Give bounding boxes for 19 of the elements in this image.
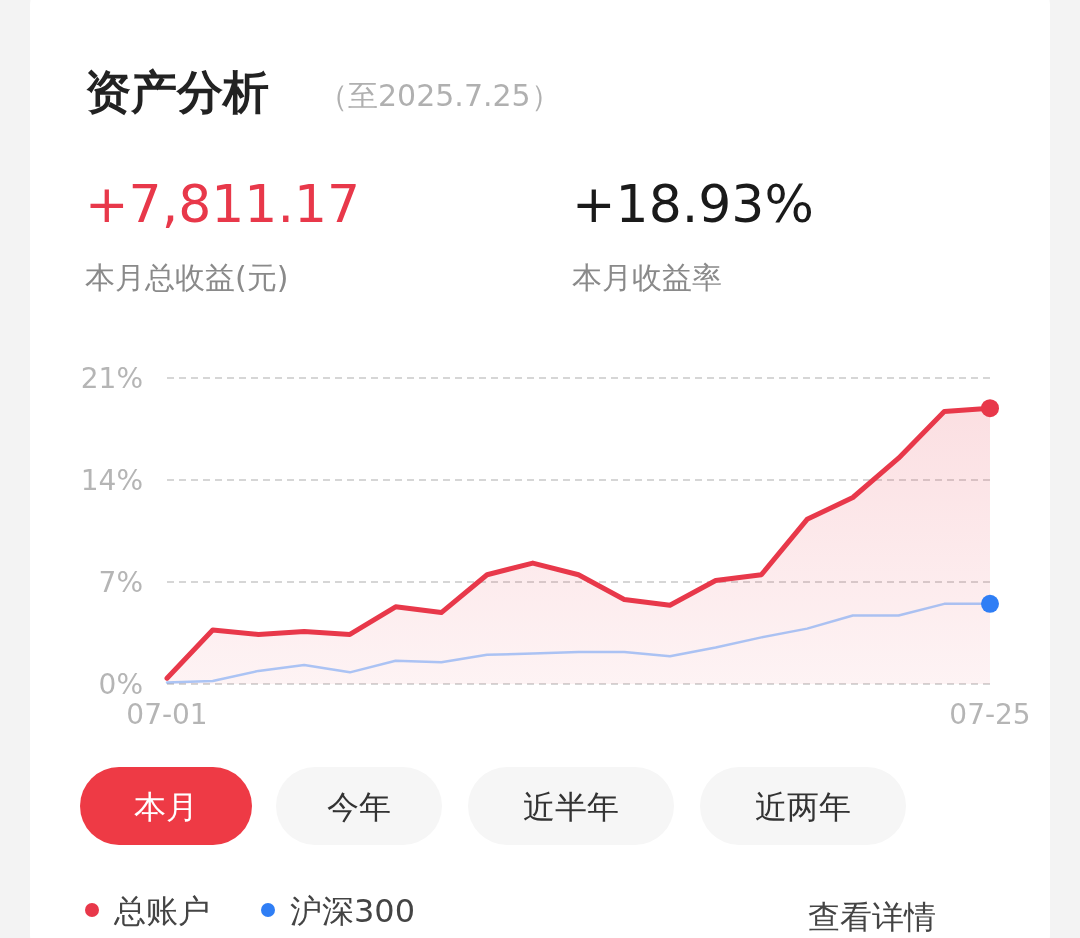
y-tick-label: 14% — [80, 464, 143, 497]
text: +18.93% — [572, 174, 814, 234]
y-tick-label: 0% — [98, 668, 143, 701]
text: 今年 — [327, 788, 391, 826]
text: 近半年 — [523, 788, 619, 826]
chart-title: 资产分析 — [85, 65, 269, 119]
legend-label: 沪深300 — [290, 892, 416, 930]
text: 近两年 — [755, 788, 851, 826]
text: 本月收益率 — [572, 260, 722, 295]
text: 本月总收益(元) — [85, 260, 289, 295]
y-tick-label: 7% — [98, 566, 143, 599]
text: 本月 — [134, 788, 198, 826]
y-tick-label: 21% — [80, 362, 143, 395]
text: +7,811.17 — [85, 174, 361, 234]
text: 查看详情 — [808, 898, 936, 936]
x-tick-label: 07-01 — [126, 698, 208, 731]
legend-label: 总账户 — [113, 892, 210, 930]
x-tick-label: 07-25 — [949, 698, 1031, 731]
chart-subtitle: （至2025.7.25） — [318, 78, 561, 113]
